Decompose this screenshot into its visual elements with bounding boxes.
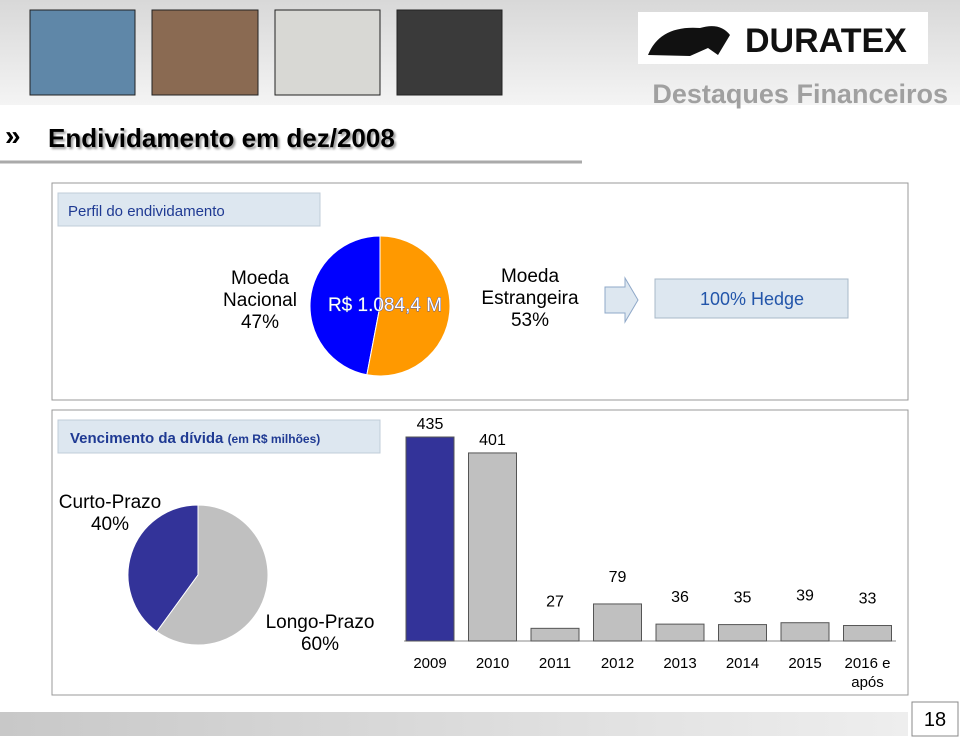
x-tick-label: 2015	[788, 655, 822, 672]
x-tick-label: 2014	[725, 655, 760, 672]
pie-value: 53%	[510, 310, 550, 331]
value-label: 401	[479, 432, 506, 449]
hedge-label: 100% Hedge	[700, 289, 804, 309]
slide-title: Endividamento em dez/2008	[48, 123, 395, 153]
panel-title: Vencimento da dívida (em R$ milhões)	[70, 430, 320, 447]
x-tick-label: 2010	[475, 655, 510, 672]
page-box	[911, 701, 959, 737]
photo	[151, 9, 259, 96]
pie-slice	[366, 235, 451, 377]
pie-category: Curto-Prazo	[58, 492, 162, 513]
bar	[468, 452, 517, 642]
pie-category: Longo-Prazo	[265, 612, 375, 633]
bar	[405, 436, 455, 642]
pie-label: Moeda Nacional 47%	[205, 268, 315, 334]
value-label: 39	[796, 588, 814, 605]
bar	[655, 623, 705, 642]
pie-category: Moeda Estrangeira	[481, 266, 579, 309]
section-title: Destaques Financeiros	[652, 79, 948, 109]
photo	[29, 9, 136, 96]
value-label: 35	[734, 590, 752, 607]
brand: DURATEX	[745, 22, 907, 60]
pie-value: 60%	[300, 634, 340, 655]
x-tick-label: 2009	[413, 655, 447, 672]
value-label: 435	[417, 416, 444, 433]
panel-subtitle: (em R$ milhões)	[228, 432, 321, 446]
value-label: 79	[609, 569, 627, 586]
panel-title-box	[57, 192, 321, 227]
pie-label: Curto-Prazo 40%	[50, 492, 170, 536]
bar	[530, 627, 580, 642]
page-number: 18	[924, 709, 946, 731]
photo	[396, 9, 503, 96]
value-label: 33	[859, 591, 877, 608]
hedge-box	[654, 278, 849, 319]
x-tick-label: 2016 e após	[844, 655, 891, 691]
pie-label: Moeda Estrangeira 53%	[470, 266, 590, 332]
pie-slice	[156, 504, 269, 646]
bar	[843, 625, 892, 642]
logo-icon	[648, 26, 730, 56]
photo	[274, 9, 381, 96]
x-tick-label: 2013	[663, 655, 697, 672]
pie-value: 40%	[90, 514, 130, 535]
pie-category: Moeda Nacional	[223, 268, 297, 311]
pie-value: 47%	[240, 312, 280, 333]
pie-center-label: R$ 1.084,4 M	[328, 295, 442, 316]
arrow	[604, 276, 639, 324]
x-tick-label: 2012	[600, 655, 635, 672]
value-label: 27	[546, 593, 564, 610]
pie-slice	[309, 235, 381, 376]
pie-slice	[127, 504, 199, 633]
bar	[593, 603, 642, 642]
bar	[718, 624, 767, 642]
bullet: »	[5, 120, 21, 151]
panel-title-box	[57, 419, 381, 454]
bar	[780, 622, 830, 642]
footer-band	[0, 712, 908, 736]
x-tick-label: 2011	[538, 655, 572, 672]
pie-label: Longo-Prazo 60%	[255, 612, 385, 656]
panel-title: Vencimento da dívida	[70, 430, 224, 447]
panel-title: Perfil do endividamento	[68, 203, 225, 220]
value-label: 36	[671, 589, 689, 606]
